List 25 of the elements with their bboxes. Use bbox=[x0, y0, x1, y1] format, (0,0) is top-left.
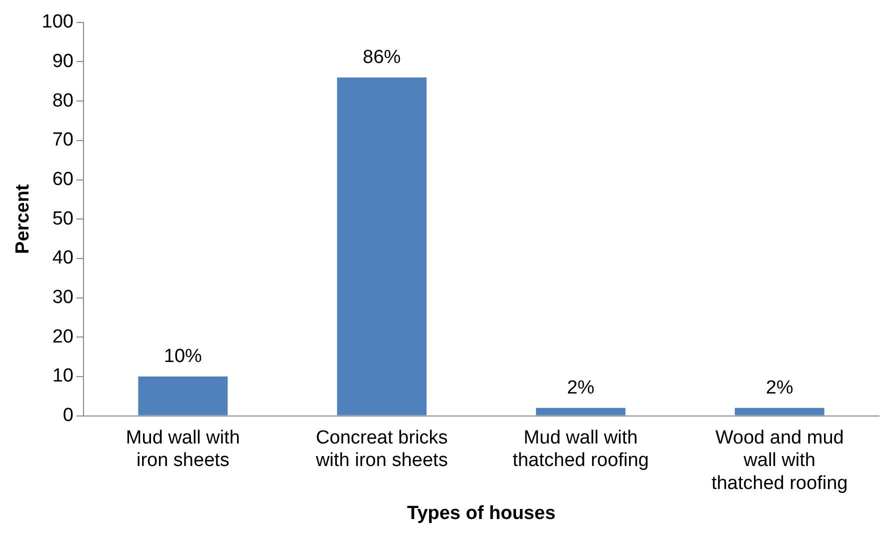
x-tick-label: Mud wall with iron sheets bbox=[126, 427, 240, 472]
data-label: 86% bbox=[362, 47, 401, 68]
bar bbox=[138, 376, 228, 416]
y-tick-label: 30 bbox=[52, 287, 74, 308]
bar bbox=[734, 408, 824, 416]
y-tick-label: 80 bbox=[52, 90, 74, 112]
y-tick-label: 100 bbox=[42, 12, 74, 33]
y-tick-label: 0 bbox=[62, 405, 74, 426]
y-tick-label: 40 bbox=[52, 248, 74, 269]
y-axis-title: Percent bbox=[12, 184, 34, 254]
data-label: 10% bbox=[164, 346, 202, 368]
data-label: 2% bbox=[566, 378, 595, 399]
x-axis-title: Types of houses bbox=[406, 502, 556, 524]
y-tick-label: 50 bbox=[52, 208, 74, 230]
data-label: 2% bbox=[766, 378, 794, 399]
y-tick-label: 60 bbox=[52, 168, 74, 190]
bar bbox=[536, 408, 626, 416]
x-tick-label: Concreat bricks with iron sheets bbox=[314, 427, 448, 472]
y-tick-label: 20 bbox=[52, 326, 74, 348]
y-tick-label: 70 bbox=[52, 130, 74, 151]
y-tick-label: 90 bbox=[52, 50, 74, 72]
y-tick-label: 10 bbox=[52, 366, 74, 387]
x-tick-label: Wood and mud wall with thatched roofing bbox=[711, 427, 848, 494]
x-tick-label: Mud wall with thatched roofing bbox=[512, 427, 649, 472]
bar bbox=[337, 77, 427, 416]
